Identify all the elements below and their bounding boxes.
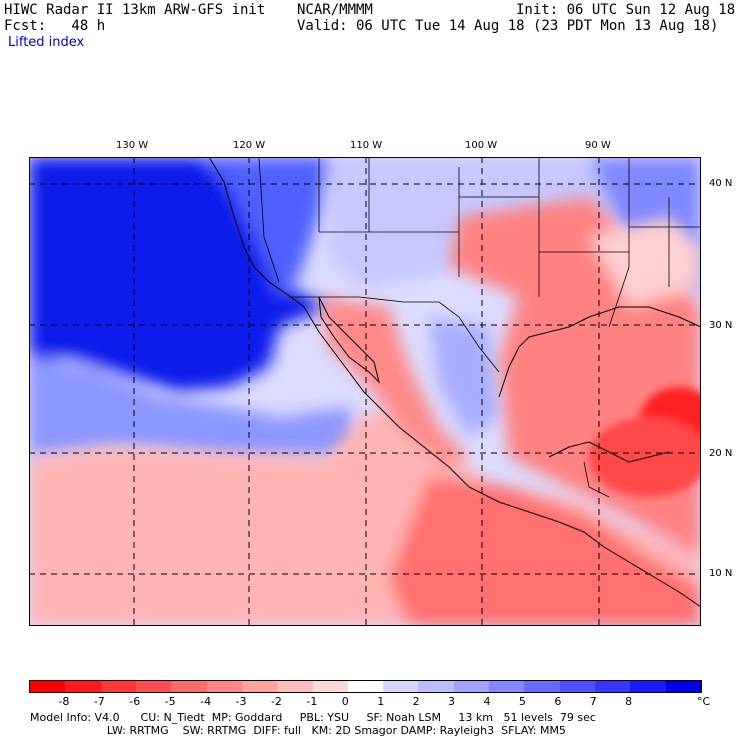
- lon-label-130w: 130 W: [116, 140, 149, 151]
- colorbar-label: 1: [377, 695, 385, 708]
- model-info-line2: LW: RRTMG SW: RRTMG DIFF: full KM: 2D Sm…: [30, 724, 566, 737]
- valid-time: Valid: 06 UTC Tue 14 Aug 18 (23 PDT Mon …: [297, 18, 719, 34]
- colorbar-swatch: [630, 681, 666, 692]
- init-time: Init: 06 UTC Sun 12 Aug 18: [516, 2, 736, 18]
- lon-label-100w: 100 W: [465, 140, 498, 151]
- colorbar-label: 0: [341, 695, 349, 708]
- colorbar-swatch: [206, 681, 242, 692]
- colorbar-swatch: [171, 681, 207, 692]
- colorbar-label: -2: [270, 695, 282, 708]
- colorbar-swatch: [100, 681, 136, 692]
- lat-label-30n: 30 N: [709, 320, 733, 331]
- colorbar-label: -4: [200, 695, 212, 708]
- colorbar-swatch: [453, 681, 490, 692]
- colorbar-label: 2: [412, 695, 420, 708]
- colorbar-label: 8: [625, 695, 633, 708]
- field-name: Lifted index: [8, 35, 85, 50]
- lon-label-90w: 90 W: [585, 140, 611, 151]
- colorbar-label: -6: [129, 695, 141, 708]
- colorbar-swatch: [65, 681, 101, 692]
- org-label: NCAR/MMMM: [297, 2, 373, 18]
- colorbar-swatch: [559, 681, 595, 692]
- coastlines: [208, 157, 701, 608]
- political-boundaries: [258, 157, 701, 498]
- unstable-air-field: [29, 197, 701, 626]
- colorbar-label: 7: [589, 695, 597, 708]
- colorbar-swatch: [665, 681, 701, 692]
- colorbar-swatch: [135, 681, 172, 692]
- colorbar-swatch: [312, 681, 348, 692]
- map-frame: [29, 157, 701, 626]
- colorbar-swatch: [347, 681, 384, 692]
- colorbar-swatch: [30, 681, 66, 692]
- colorbar-swatch: [418, 681, 454, 692]
- colorbar-label: -8: [58, 695, 70, 708]
- stable-air-field: [29, 157, 701, 457]
- colorbar-swatch: [595, 681, 631, 692]
- colorbar-label: -7: [93, 695, 105, 708]
- lat-label-20n: 20 N: [709, 448, 733, 459]
- model-info-line1: Model Info: V4.0 CU: N_Tiedt MP: Goddard…: [30, 711, 596, 724]
- colorbar-label: 4: [483, 695, 491, 708]
- colorbar-unit: °C: [697, 695, 711, 708]
- colorbar-swatch: [241, 681, 278, 692]
- colorbar: [29, 680, 702, 693]
- colorbar-swatch: [383, 681, 419, 692]
- colorbar-swatch: [277, 681, 313, 692]
- colorbar-swatch: [524, 681, 560, 692]
- lon-label-120w: 120 W: [233, 140, 266, 151]
- colorbar-label: 3: [448, 695, 456, 708]
- forecast-hour: Fcst: 48 h: [4, 18, 106, 34]
- lon-label-110w: 110 W: [350, 140, 383, 151]
- colorbar-label: -1: [306, 695, 318, 708]
- lifted-index-map: [29, 157, 701, 626]
- colorbar-label: -3: [235, 695, 247, 708]
- graticule: [29, 157, 701, 626]
- colorbar-label: 6: [554, 695, 562, 708]
- colorbar-label: 5: [518, 695, 526, 708]
- product-title: HIWC Radar II 13km ARW-GFS init: [4, 2, 266, 18]
- colorbar-label: -5: [164, 695, 176, 708]
- lat-label-40n: 40 N: [709, 178, 733, 189]
- colorbar-swatch: [489, 681, 525, 692]
- lat-label-10n: 10 N: [709, 568, 733, 579]
